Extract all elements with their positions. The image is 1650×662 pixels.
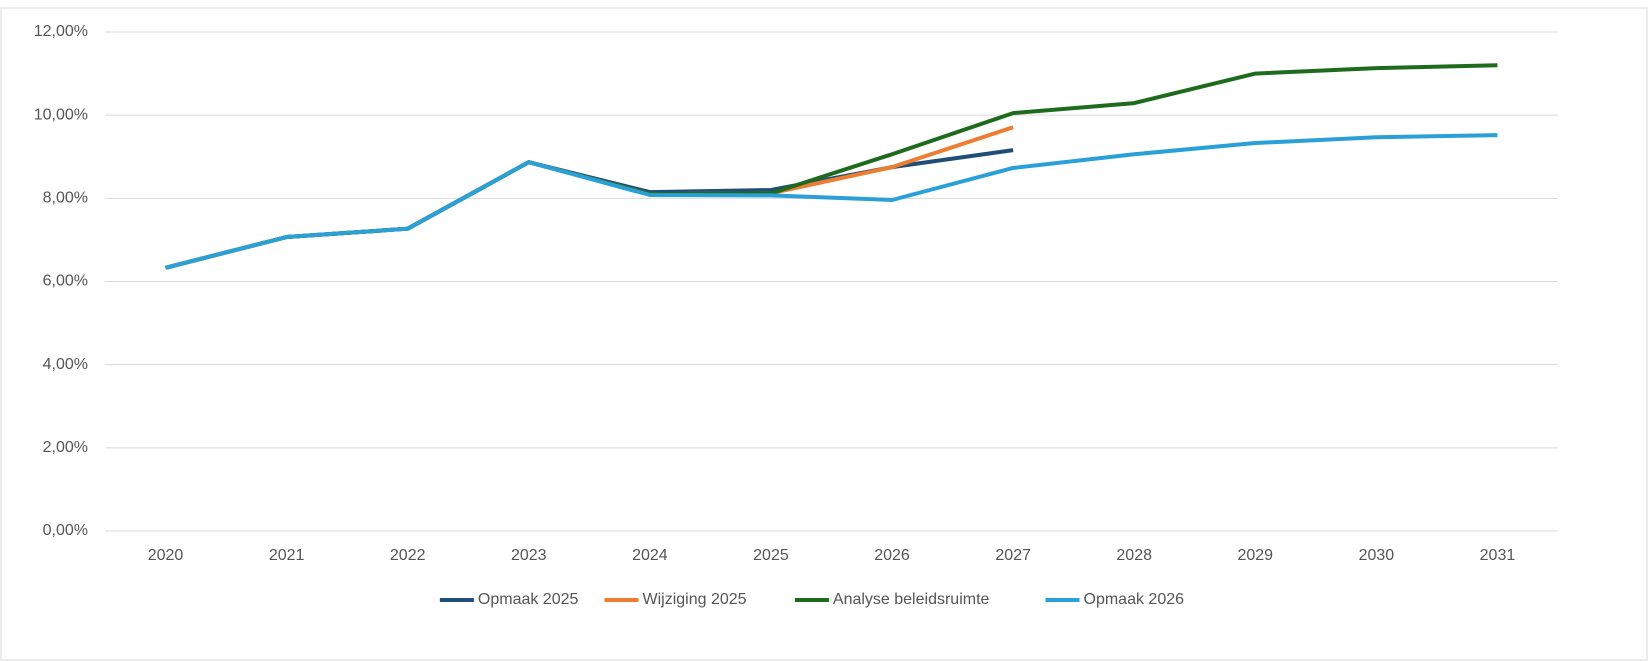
x-tick-label: 2022 — [390, 547, 426, 564]
y-tick-label: 0,00% — [43, 522, 88, 539]
x-tick-label: 2028 — [1116, 547, 1152, 564]
y-tick-label: 6,00% — [43, 273, 88, 290]
x-tick-label: 2020 — [148, 547, 184, 564]
legend-label: Opmaak 2025 — [478, 591, 579, 608]
x-tick-label: 2021 — [269, 547, 305, 564]
x-tick-label: 2030 — [1359, 547, 1395, 564]
x-tick-label: 2031 — [1480, 547, 1516, 564]
legend-label: Analyse beleidsruimte — [833, 591, 990, 608]
y-tick-label: 4,00% — [43, 356, 88, 373]
y-tick-label: 2,00% — [43, 439, 88, 456]
x-tick-label: 2023 — [511, 547, 547, 564]
legend-label: Opmaak 2026 — [1084, 591, 1185, 608]
x-tick-label: 2027 — [995, 547, 1031, 564]
x-tick-label: 2025 — [753, 547, 789, 564]
y-tick-label: 10,00% — [34, 106, 88, 123]
x-tick-label: 2024 — [632, 547, 668, 564]
x-tick-label: 2026 — [874, 547, 910, 564]
legend-label: Wijziging 2025 — [643, 591, 747, 608]
y-tick-label: 12,00% — [34, 23, 88, 40]
y-tick-label: 8,00% — [43, 190, 88, 207]
x-tick-label: 2029 — [1237, 547, 1273, 564]
series-line — [165, 133, 1498, 270]
chart-frame — [0, 7, 1648, 661]
